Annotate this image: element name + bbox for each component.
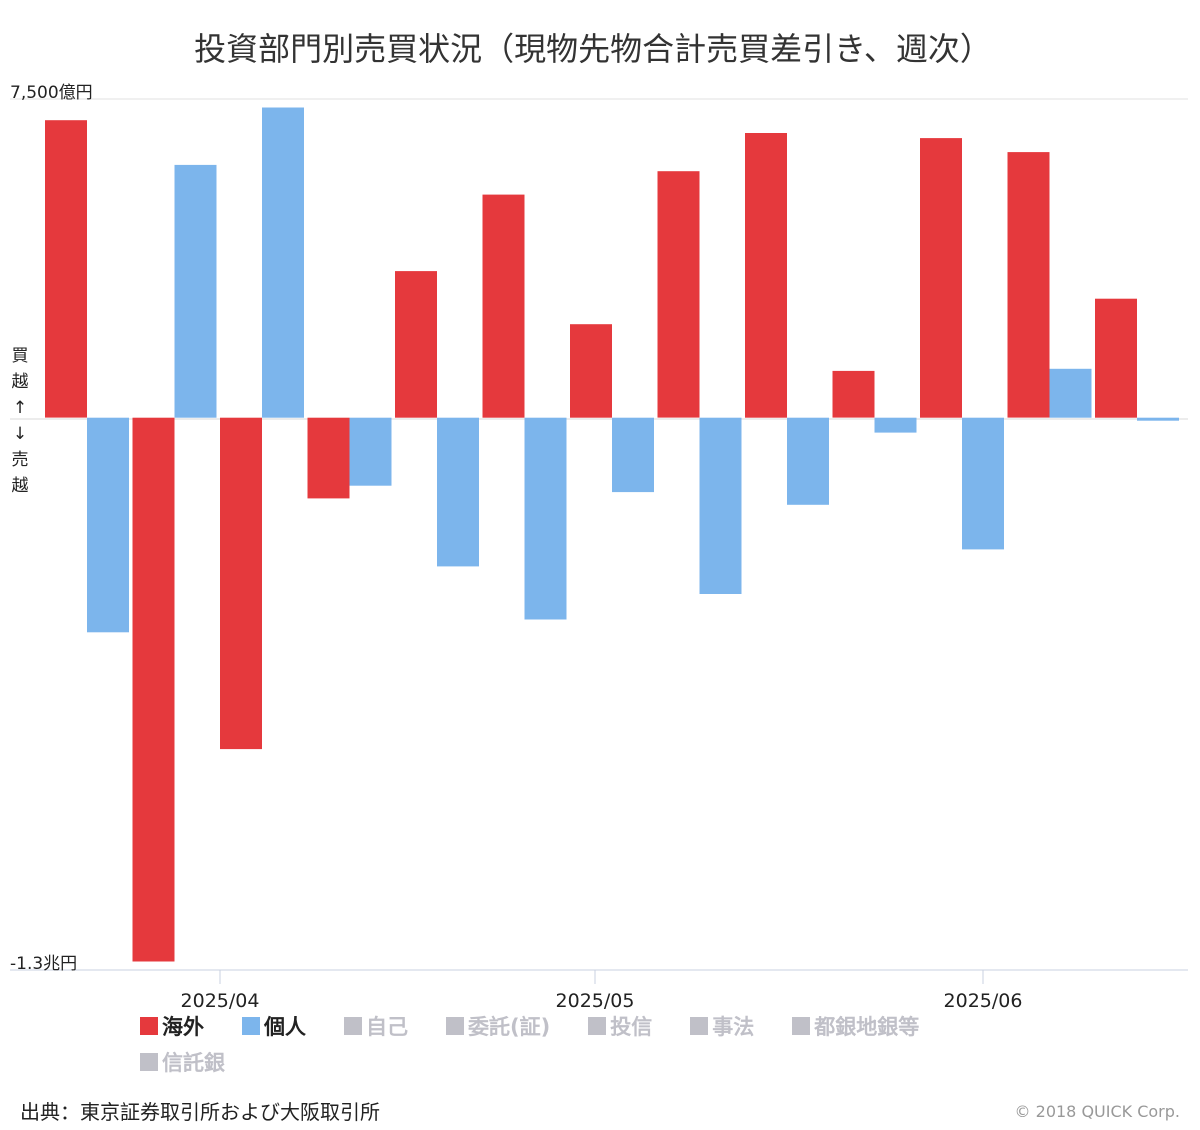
bar-overseas-5[interactable] xyxy=(395,271,437,418)
legend-label: 事法 xyxy=(712,1015,755,1039)
bar-individuals-13[interactable] xyxy=(1137,417,1179,421)
bar-individuals-5[interactable] xyxy=(437,417,479,567)
legend-swatch xyxy=(140,1017,158,1035)
y-axis-note-char: ↑ xyxy=(13,398,27,418)
legend-item[interactable]: 投信 xyxy=(588,1012,652,1040)
legend-item[interactable]: 個人 xyxy=(242,1012,306,1040)
y-bottom-tick-label: -1.3兆円 xyxy=(10,954,77,974)
bar-overseas-3[interactable] xyxy=(220,417,262,750)
bars-group xyxy=(45,107,1179,962)
bar-individuals-12[interactable] xyxy=(1049,368,1092,418)
legend-swatch xyxy=(242,1017,260,1035)
legend-swatch xyxy=(792,1017,811,1035)
bar-individuals-11[interactable] xyxy=(962,417,1004,550)
legend-label: 海外 xyxy=(162,1015,204,1039)
bar-individuals-3[interactable] xyxy=(262,107,304,418)
bar-overseas-4[interactable] xyxy=(307,417,350,499)
bar-overseas-9[interactable] xyxy=(745,133,787,418)
legend-item[interactable]: 委託(証) xyxy=(446,1012,550,1040)
legend-label: 個人 xyxy=(264,1015,306,1039)
y-axis-note-char: 売 xyxy=(12,450,29,470)
bar-individuals-9[interactable] xyxy=(787,417,829,505)
bar-individuals-6[interactable] xyxy=(524,417,567,620)
bar-individuals-8[interactable] xyxy=(699,417,742,594)
bar-overseas-1[interactable] xyxy=(45,120,87,418)
y-axis-note-char: 越 xyxy=(12,476,29,496)
legend-label: 自己 xyxy=(366,1015,408,1039)
y-axis-note-char: 買 xyxy=(12,346,29,366)
legend-item[interactable]: 事法 xyxy=(690,1012,754,1040)
legend-label: 信託銀 xyxy=(162,1051,225,1075)
legend-item[interactable]: 海外 xyxy=(140,1012,204,1040)
bar-individuals-4[interactable] xyxy=(349,417,392,486)
bar-overseas-11[interactable] xyxy=(920,138,962,418)
bar-overseas-7[interactable] xyxy=(570,324,612,418)
legend-swatch xyxy=(588,1017,607,1035)
legend-item[interactable]: 自己 xyxy=(344,1012,408,1040)
bar-overseas-10[interactable] xyxy=(832,370,875,418)
source-note: 出典：東京証券取引所および大阪取引所 xyxy=(20,1100,380,1124)
bar-individuals-10[interactable] xyxy=(874,417,917,433)
bar-overseas-2[interactable] xyxy=(132,417,175,962)
legend-item[interactable]: 信託銀 xyxy=(140,1048,225,1076)
legend-label: 委託(証) xyxy=(468,1015,551,1039)
y-axis-note-char: ↓ xyxy=(13,424,27,444)
x-tick-label: 2025/05 xyxy=(556,990,635,1012)
bar-individuals-7[interactable] xyxy=(612,417,654,493)
y-label-sell: ↓ 売越 xyxy=(12,424,29,496)
legend-label: 投信 xyxy=(610,1015,653,1039)
legend-label: 都銀地銀等 xyxy=(814,1015,920,1039)
bar-overseas-6[interactable] xyxy=(482,194,525,418)
legend-item[interactable]: 都銀地銀等 xyxy=(792,1012,919,1040)
bar-overseas-8[interactable] xyxy=(657,171,700,418)
x-tick-label: 2025/04 xyxy=(181,990,260,1012)
y-top-tick-label: 7,500億円 xyxy=(10,83,93,103)
x-tick-label: 2025/06 xyxy=(944,990,1023,1012)
legend: 海外 個人 自己 委託(証) 投信 事法 都銀地銀等信託銀 xyxy=(140,1012,1080,1084)
copyright-credit: © 2018 QUICK Corp. xyxy=(1014,1102,1180,1121)
legend-swatch xyxy=(446,1017,464,1035)
legend-swatch xyxy=(140,1053,158,1071)
bar-overseas-12[interactable] xyxy=(1007,152,1050,418)
y-label-buy: 買越 ↑ xyxy=(12,346,29,418)
legend-swatch xyxy=(690,1017,709,1035)
bar-individuals-2[interactable] xyxy=(174,164,217,418)
y-axis-note-char: 越 xyxy=(12,372,29,392)
x-ticks-group: 2025/04 2025/05 2025/06 xyxy=(181,970,1023,1012)
bar-individuals-1[interactable] xyxy=(87,417,129,633)
chart-title: 投資部門別売買状況（現物先物合計売買差引き、週次） xyxy=(194,30,992,68)
bar-overseas-13[interactable] xyxy=(1095,298,1137,418)
legend-swatch xyxy=(344,1017,362,1035)
